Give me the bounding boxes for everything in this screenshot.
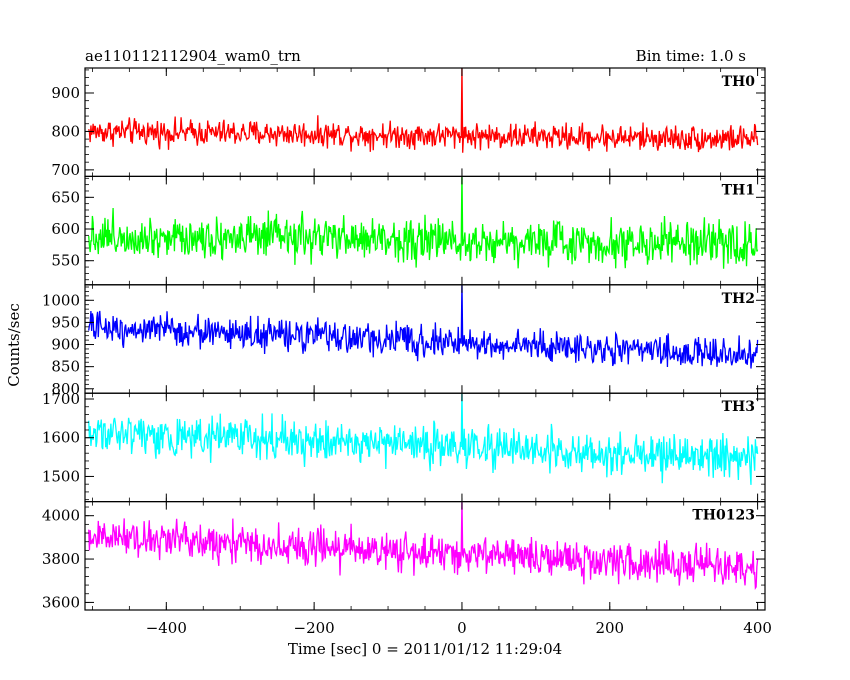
panel-th0: 700 800 900 TH0 (51, 67, 766, 179)
y-tick-label: 900 (51, 84, 80, 102)
panel-label-th0123: TH0123 (692, 508, 755, 524)
y-tick-label: 1000 (42, 291, 80, 309)
series-line-th1 (88, 176, 759, 269)
y-tick-label: 1600 (42, 429, 80, 447)
y-tick-label: 600 (51, 220, 80, 238)
series-line-th2 (88, 284, 759, 369)
y-tick-label: 4000 (42, 507, 80, 525)
x-tick-label: 0 (457, 619, 467, 637)
y-tick-label: 1700 (42, 390, 80, 408)
x-tick-label: −400 (146, 619, 187, 637)
panels-group: 700 800 900 TH0 550 600 650 TH1 800 850 900 950 1000… (42, 67, 772, 637)
x-tick-label: 400 (743, 619, 772, 637)
x-tick-label: 200 (595, 619, 624, 637)
y-tick-label: 3800 (42, 550, 80, 568)
y-tick-label: 800 (51, 380, 80, 398)
panel-frame (84, 67, 766, 178)
panel-label-th0: TH0 (722, 74, 756, 90)
y-tick-label: 950 (51, 313, 80, 331)
y-axis-label: Counts/sec (5, 303, 23, 387)
panel-th3: 1500 1600 1700 TH3 (42, 390, 766, 503)
y-tick-label: 3600 (42, 593, 80, 611)
x-tick-label: −200 (294, 619, 335, 637)
x-axis-label: Time [sec] 0 = 2011/01/12 11:29:04 (288, 640, 562, 658)
y-tick-label: 800 (51, 122, 80, 140)
y-tick-label: 1500 (42, 467, 80, 485)
series-line-th3 (88, 393, 759, 485)
bin-time-label: Bin time: 1.0 s (636, 47, 746, 65)
panel-th2: 800 850 900 950 1000 TH2 (42, 284, 766, 398)
panel-th1: 550 600 650 TH1 (51, 175, 766, 286)
y-tick-label: 650 (51, 188, 80, 206)
panel-th0123: 3600 3800 4000 TH0123 (42, 501, 766, 611)
panel-label-th3: TH3 (722, 399, 755, 415)
y-tick-label: 700 (51, 161, 80, 179)
figure-title: ae110112112904_wam0_trn (85, 47, 301, 65)
y-tick-label: 900 (51, 336, 80, 354)
y-tick-label: 550 (51, 252, 80, 270)
series-line-th0 (88, 68, 759, 153)
panel-label-th1: TH1 (722, 182, 755, 198)
panel-label-th2: TH2 (722, 291, 755, 307)
series-line-th0123 (88, 501, 759, 590)
y-tick-label: 850 (51, 358, 80, 376)
